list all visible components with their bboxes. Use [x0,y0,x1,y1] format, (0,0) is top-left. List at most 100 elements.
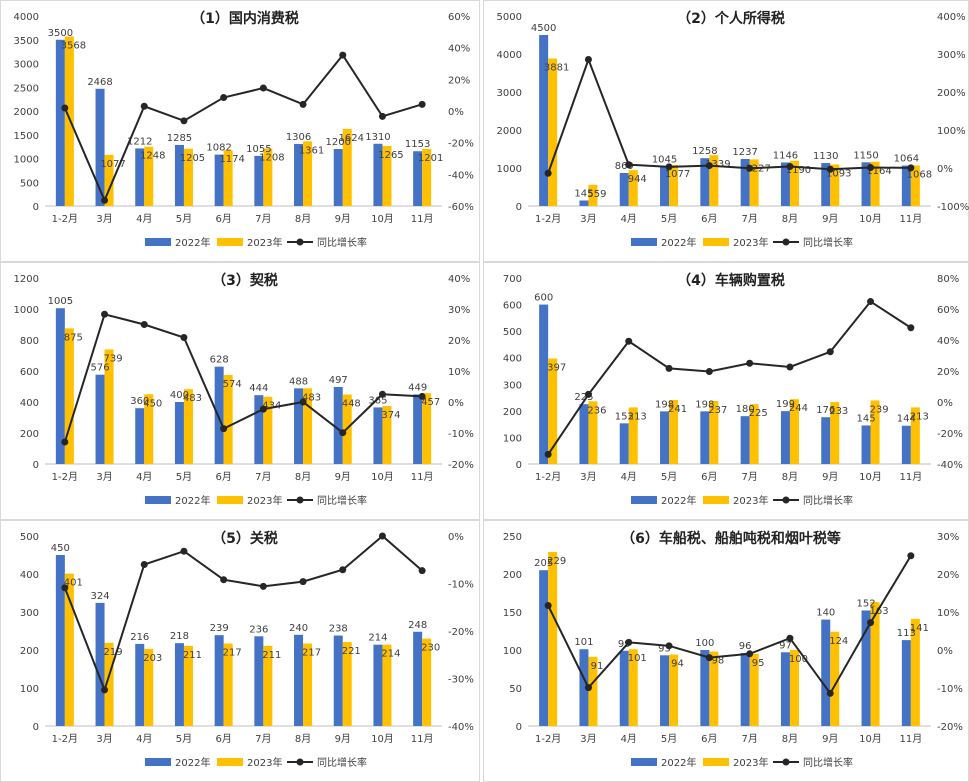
data-label-2022: 99 [618,639,631,650]
legend-marker-rate [782,496,790,504]
growth-rate-point [705,367,713,375]
x-tick-label: 8月 [295,213,311,225]
legend-swatch-2022 [631,758,657,766]
growth-rate-line [63,534,423,693]
bar-2022 [254,155,264,206]
data-label-2022: 1200 [326,137,351,148]
bar-2022 [95,374,105,464]
y-tick-label: 0 [516,202,522,213]
bar-2023 [830,164,840,206]
bar-2022 [413,151,423,206]
growth-rate-line [63,313,423,443]
data-label-2023: 1361 [299,145,324,156]
data-label-2023: 397 [547,363,566,374]
legend-marker-rate [782,238,790,246]
bar-2022 [214,366,224,464]
x-tick-label: 9月 [822,471,838,483]
x-tick-label: 10月 [371,213,394,225]
legend-label-rate: 同比增长率 [803,236,853,249]
data-label-2023: 211 [183,650,202,661]
x-tick-label: 3月 [96,213,112,225]
bar-2023 [628,170,638,206]
data-label-2023: 236 [587,405,606,416]
data-label-2022: 1310 [365,132,390,143]
y-tick-label: 200 [20,429,39,440]
bar-2023 [548,58,558,206]
x-tick-label: 7月 [255,471,271,483]
data-label-2023: 221 [342,646,361,657]
data-label-2022: 199 [776,399,795,410]
data-label-2023: 124 [829,636,848,647]
data-label-2023: 211 [262,650,281,661]
data-label-2023: 98 [711,656,724,667]
bar-2023 [910,618,920,726]
data-label-2023: 214 [381,649,400,660]
growth-rate-point [665,642,673,650]
data-label-2023: 1339 [705,159,730,170]
bar-2023 [910,165,920,206]
y2-tick-label: 60% [937,305,959,316]
data-label-2022: 1258 [692,146,717,157]
bar-2022 [579,404,589,464]
y2-tick-label: 40% [448,44,470,55]
y-tick-label: 0 [33,202,39,213]
bar-2023 [223,150,233,206]
bar-2023 [749,159,759,206]
x-tick-label: 9月 [335,213,351,225]
y-tick-label: 600 [503,301,522,312]
bar-2023 [789,160,799,206]
data-label-2022: 3500 [48,28,73,39]
y-tick-label: 0 [516,460,522,471]
legend-swatch-2023 [217,238,243,246]
bar-2023 [789,399,799,464]
bar-2023 [263,396,273,464]
x-tick-label: 6月 [701,733,717,745]
data-label-2022: 1306 [286,132,311,143]
bar-2023 [263,148,273,206]
x-tick-label: 5月 [176,471,192,483]
y2-tick-label: 0% [937,646,953,657]
legend-label-rate: 同比增长率 [317,494,367,507]
legend-swatch-2023 [703,758,729,766]
y-tick-label: 600 [20,367,39,378]
data-label-2023: 1248 [140,151,165,162]
growth-rate-point [705,654,713,662]
bar-2022 [660,655,670,726]
legend-label-rate: 同比增长率 [317,236,367,249]
data-label-2022: 153 [615,411,634,422]
data-label-2022: 216 [130,632,149,643]
x-tick-label: 11月 [899,213,922,225]
data-label-2023: 229 [547,556,566,567]
y2-tick-label: -20% [937,722,963,733]
bar-2022 [901,425,911,464]
data-label-2023: 483 [183,393,202,404]
x-tick-label: 4月 [136,213,152,225]
bar-2022 [214,635,224,726]
bar-2023 [870,400,880,464]
legend-label-2022: 2022年 [175,494,210,507]
y2-tick-label: 300% [937,50,966,61]
y-tick-label: 500 [20,178,39,189]
bar-2022 [294,634,304,726]
data-label-2023: 1265 [378,150,403,161]
bar-2023 [709,155,719,206]
bar-2022 [373,644,383,726]
data-label-2022: 1005 [48,296,73,307]
bar-2022 [700,158,710,206]
y2-tick-label: -40% [448,170,474,181]
data-label-2023: 574 [223,379,242,390]
growth-rate-point [378,532,386,540]
x-tick-label: 6月 [701,471,717,483]
growth-rate-point [625,161,633,169]
data-label-2023: 219 [104,647,123,658]
y2-tick-label: -100% [937,202,969,213]
data-label-2023: 374 [381,410,400,421]
data-label-2023: 1174 [219,154,244,165]
y-tick-label: 5000 [497,12,522,23]
legend-label-2022: 2022年 [661,236,696,249]
legend-marker-rate [296,238,304,246]
legend-marker-rate [296,758,304,766]
chart-panel-4: （4）车辆购置税 0 100 200 300 400 500 600 700 -40% -20% 0%… [483,262,969,520]
data-label-2022: 93 [658,643,671,654]
x-tick-label: 9月 [822,733,838,745]
